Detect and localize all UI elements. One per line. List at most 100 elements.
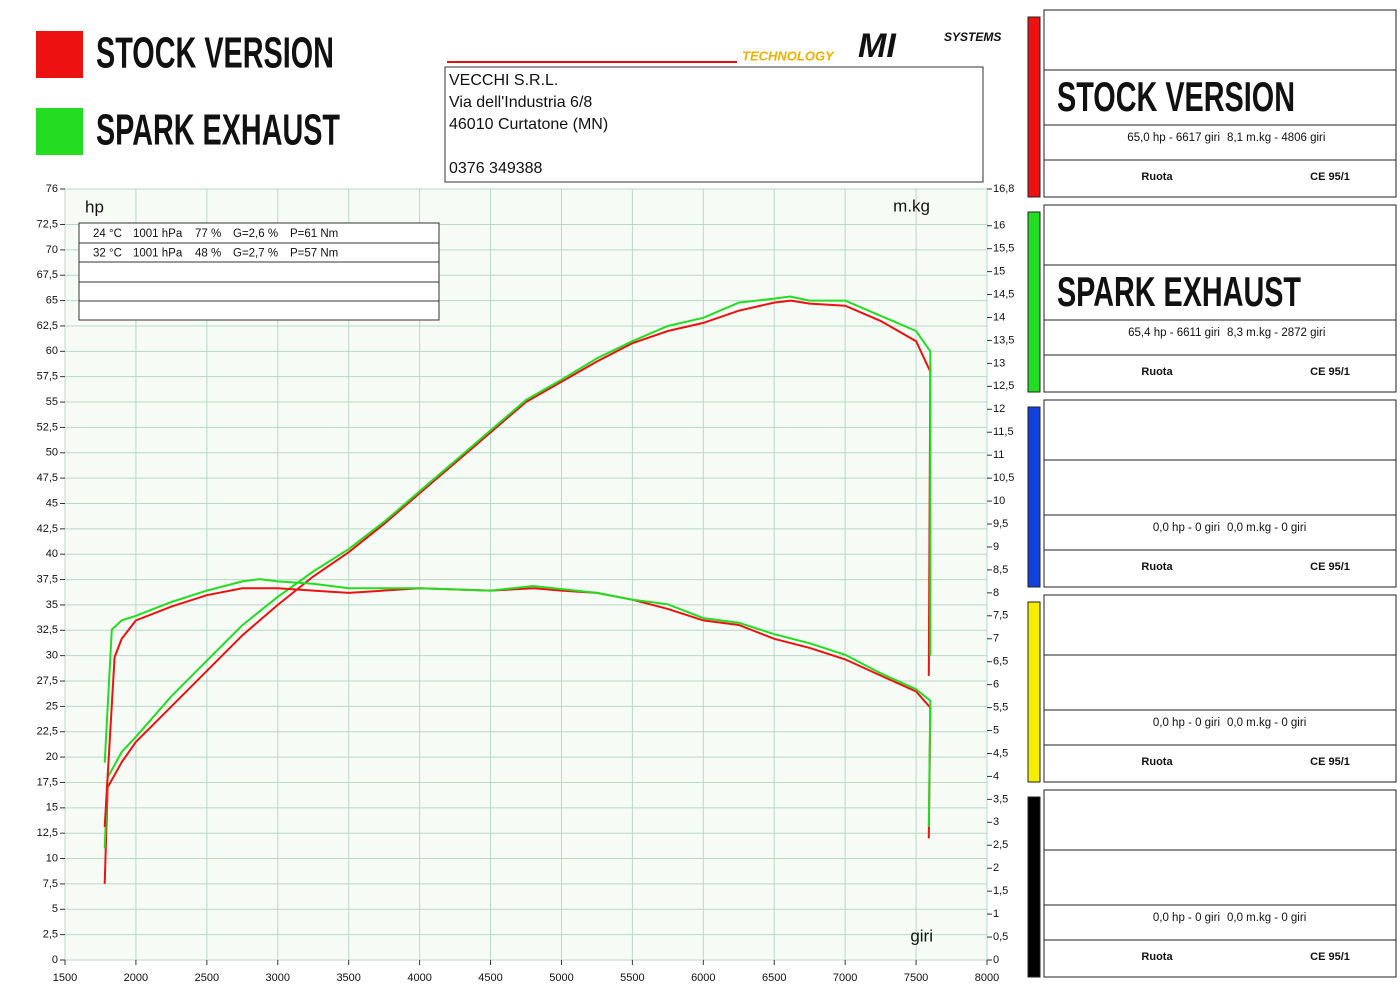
x-tick-label: 5000: [549, 972, 573, 984]
panel-torque: 8,1 m.kg - 4806 giri: [1227, 132, 1325, 144]
y-tick-label: 76: [46, 183, 58, 195]
y-tick-label: 45: [46, 497, 58, 509]
y2-tick-label: 1,5: [993, 885, 1008, 897]
y-tick-label: 32,5: [37, 624, 58, 636]
panel-color-bar: [1027, 796, 1041, 978]
legend-swatch: [36, 31, 83, 78]
y-tick-label: 20: [46, 751, 58, 763]
y2-tick-label: 9: [993, 541, 999, 553]
y2-tick-label: 7: [993, 633, 999, 645]
series-line: [103, 587, 932, 839]
panel-color-bar: [1027, 16, 1041, 198]
panel-power: 0,0 hp - 0 giri: [1153, 717, 1220, 729]
y2-tick-label: 13,5: [993, 334, 1014, 346]
panel-color-bar: [1027, 406, 1041, 588]
x-axis-label: giri: [910, 926, 933, 945]
y-tick-label: 47,5: [37, 472, 58, 484]
y2-tick-label: 14,5: [993, 288, 1014, 300]
panel-box: [1043, 594, 1397, 783]
y2-tick-label: 2,5: [993, 839, 1008, 851]
condition-cell: 1001 hPa: [133, 228, 183, 240]
address-line: 46010 Curtatone (MN): [449, 116, 608, 133]
panel-color-bar: [1027, 211, 1041, 393]
y-tick-label: 70: [46, 244, 58, 256]
panel-color-bar: [1027, 601, 1041, 783]
y-tick-label: 72,5: [37, 218, 58, 230]
condition-cell: G=2,6 %: [233, 228, 278, 240]
x-tick-label: 5500: [620, 972, 644, 984]
series-line: [103, 299, 932, 884]
y-tick-label: 2,5: [43, 929, 58, 941]
y2-tick-label: 6: [993, 679, 999, 691]
series-line: [103, 295, 932, 849]
x-tick-label: 6500: [762, 972, 786, 984]
panel-norm: CE 95/1: [1310, 756, 1350, 768]
y2-tick-label: 13: [993, 357, 1005, 369]
conditions-table: [78, 222, 440, 321]
x-tick-label: 3000: [266, 972, 290, 984]
address-line: VECCHI S.R.L.: [449, 72, 558, 89]
address-line: 0376 349388: [449, 160, 543, 177]
y2-tick-label: 15: [993, 266, 1005, 278]
panel-norm: CE 95/1: [1310, 366, 1350, 378]
y-tick-label: 50: [46, 447, 58, 459]
y2-tick-label: 5,5: [993, 701, 1008, 713]
x-tick-label: 2000: [124, 972, 148, 984]
x-tick-label: 2500: [195, 972, 219, 984]
y-tick-label: 0: [52, 954, 58, 966]
y-tick-label: 62,5: [37, 320, 58, 332]
condition-cell: 24 °C: [93, 228, 122, 240]
panel-box: [1043, 789, 1397, 978]
panel-wheel: Ruota: [1141, 561, 1173, 573]
y2-tick-label: 6,5: [993, 656, 1008, 668]
x-tick-label: 6000: [691, 972, 715, 984]
y-tick-label: 27,5: [37, 675, 58, 687]
y2-tick-label: 5: [993, 724, 999, 736]
panel-norm: CE 95/1: [1310, 171, 1350, 183]
y2-axis-label: m.kg: [893, 196, 930, 215]
y-tick-label: 10: [46, 852, 58, 864]
y2-tick-label: 12: [993, 403, 1005, 415]
y-tick-label: 60: [46, 345, 58, 357]
y2-tick-label: 7,5: [993, 610, 1008, 622]
y2-tick-label: 0,5: [993, 931, 1008, 943]
panel-torque: 8,3 m.kg - 2872 giri: [1227, 327, 1325, 339]
panel-power: 65,0 hp - 6617 giri: [1127, 132, 1220, 144]
y2-tick-label: 10: [993, 495, 1005, 507]
legend-label: STOCK VERSION: [96, 29, 334, 78]
panel-box: [1043, 204, 1397, 393]
panel-power: 65,4 hp - 6611 giri: [1128, 327, 1220, 339]
y-axis-label: hp: [85, 197, 104, 216]
y-tick-label: 52,5: [37, 421, 58, 433]
y2-tick-label: 15,5: [993, 243, 1014, 255]
y-tick-label: 25: [46, 700, 58, 712]
y2-tick-label: 10,5: [993, 472, 1014, 484]
y2-tick-label: 14: [993, 311, 1005, 323]
panel-torque: 0,0 m.kg - 0 giri: [1227, 522, 1306, 534]
x-tick-label: 8000: [975, 972, 999, 984]
condition-cell: 77 %: [195, 228, 221, 240]
y2-tick-label: 4: [993, 770, 999, 782]
panel-box: [1043, 9, 1397, 198]
panel-wheel: Ruota: [1141, 171, 1173, 183]
y2-tick-label: 4,5: [993, 747, 1008, 759]
panel-torque: 0,0 m.kg - 0 giri: [1227, 912, 1306, 924]
y-tick-label: 67,5: [37, 269, 58, 281]
condition-cell: 32 °C: [93, 248, 122, 260]
y2-tick-label: 9,5: [993, 518, 1008, 530]
panel-norm: CE 95/1: [1310, 951, 1350, 963]
address-line: Via dell'Industria 6/8: [449, 94, 592, 111]
y-tick-label: 5: [52, 903, 58, 915]
x-tick-label: 4500: [478, 972, 502, 984]
y-tick-label: 35: [46, 599, 58, 611]
condition-cell: 48 %: [195, 248, 221, 260]
condition-cell: P=61 Nm: [290, 228, 338, 240]
y-tick-label: 15: [46, 802, 58, 814]
y-tick-label: 40: [46, 548, 58, 560]
y2-tick-label: 11: [993, 449, 1004, 461]
y2-tick-label: 16: [993, 220, 1005, 232]
y-tick-label: 37,5: [37, 573, 58, 585]
y-tick-label: 42,5: [37, 523, 58, 535]
y2-tick-label: 0: [993, 954, 999, 966]
